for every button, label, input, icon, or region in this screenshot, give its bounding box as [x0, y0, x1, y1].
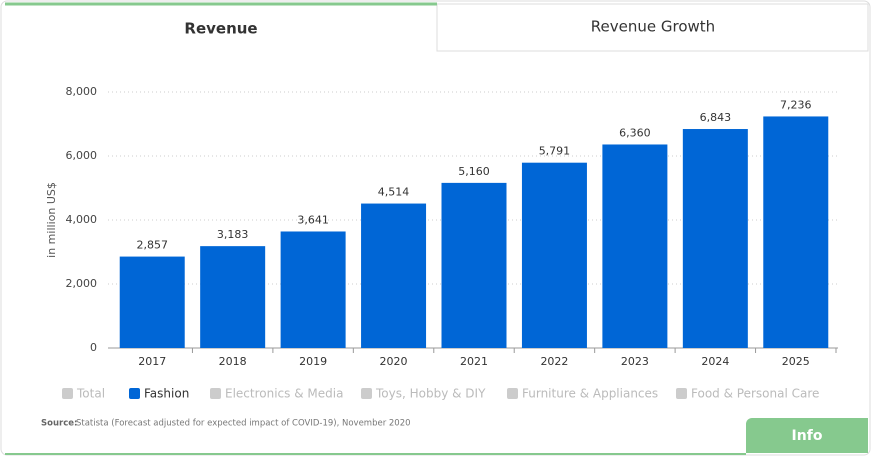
- x-tick-label: 2025: [782, 355, 810, 368]
- legend-swatch[interactable]: [361, 388, 372, 399]
- bar: [763, 116, 829, 348]
- info-button-label[interactable]: Info: [792, 428, 823, 444]
- legend-label[interactable]: Total: [76, 387, 105, 401]
- info-button[interactable]: [746, 418, 868, 453]
- legend-label[interactable]: Furniture & Appliances: [522, 387, 658, 401]
- y-tick-label: 4,000: [66, 213, 98, 226]
- legend-label[interactable]: Toys, Hobby & DIY: [375, 387, 486, 401]
- y-axis-label: in million US$: [45, 182, 58, 258]
- x-tick-label: 2018: [219, 355, 247, 368]
- y-tick-label: 6,000: [66, 149, 98, 162]
- value-label: 6,360: [619, 126, 651, 139]
- x-tick-label: 2017: [138, 355, 166, 368]
- value-label: 3,183: [217, 228, 249, 241]
- bar: [602, 144, 668, 348]
- bar: [441, 182, 507, 348]
- source-label: Source:: [41, 419, 77, 429]
- x-tick-label: 2019: [299, 355, 327, 368]
- legend-label[interactable]: Electronics & Media: [225, 387, 343, 401]
- x-tick-label: 2022: [540, 355, 568, 368]
- bar: [280, 231, 346, 348]
- value-label: 2,857: [136, 239, 168, 252]
- x-tick-label: 2020: [380, 355, 408, 368]
- value-label: 6,843: [700, 111, 732, 124]
- value-label: 4,514: [378, 186, 410, 199]
- legend-label[interactable]: Food & Personal Care: [691, 387, 819, 401]
- value-label: 5,160: [458, 165, 490, 178]
- legend-swatch[interactable]: [62, 388, 73, 399]
- legend-swatch[interactable]: [676, 388, 687, 399]
- source-text: Statista (Forecast adjusted for expected…: [76, 419, 411, 429]
- value-label: 3,641: [297, 213, 329, 226]
- tab-revenue[interactable]: Revenue: [184, 20, 257, 38]
- x-tick-label: 2023: [621, 355, 649, 368]
- tab-inactive[interactable]: [436, 3, 869, 52]
- legend-swatch[interactable]: [129, 388, 140, 399]
- legend-label[interactable]: Fashion: [144, 387, 189, 401]
- x-tick-label: 2024: [701, 355, 729, 368]
- bar: [521, 162, 587, 348]
- y-tick-label: 2,000: [66, 277, 98, 290]
- tab-revenue-growth[interactable]: Revenue Growth: [591, 18, 715, 36]
- x-tick-label: 2021: [460, 355, 488, 368]
- y-tick-label: 8,000: [66, 85, 98, 98]
- value-label: 5,791: [539, 145, 571, 158]
- bar: [682, 129, 748, 348]
- bar: [200, 246, 266, 348]
- value-label: 7,236: [780, 98, 812, 111]
- bar: [361, 203, 427, 348]
- y-tick-label: 0: [90, 341, 97, 354]
- bar: [119, 256, 185, 348]
- legend-swatch[interactable]: [507, 388, 518, 399]
- legend-swatch[interactable]: [210, 388, 221, 399]
